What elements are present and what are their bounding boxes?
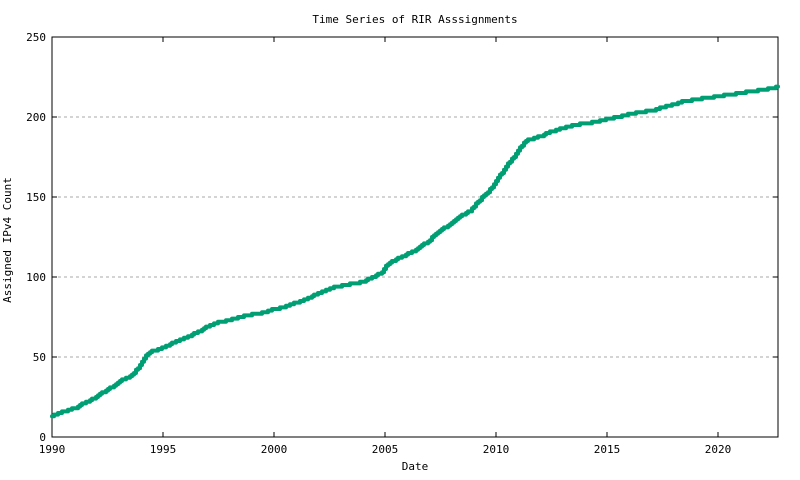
x-tick-label: 1995 bbox=[150, 443, 177, 456]
x-tick-label: 2005 bbox=[372, 443, 399, 456]
y-tick-label: 200 bbox=[26, 111, 46, 124]
y-tick-label: 0 bbox=[39, 431, 46, 444]
gridlines bbox=[52, 116, 778, 358]
x-tick-label: 2015 bbox=[594, 443, 621, 456]
x-tick-label: 2000 bbox=[261, 443, 288, 456]
series-line bbox=[50, 84, 780, 419]
x-tick-label: 2020 bbox=[705, 443, 732, 456]
tick-labels: 1990 1995 2000 2005 2010 2015 2020 0 50 100 150 200… bbox=[26, 31, 731, 456]
y-axis-label: Assigned IPv4 Count bbox=[1, 177, 14, 303]
x-axis-label: Date bbox=[402, 460, 429, 473]
x-tick-label: 1990 bbox=[39, 443, 66, 456]
x-tick-label: 2010 bbox=[483, 443, 510, 456]
y-tick-label: 100 bbox=[26, 271, 46, 284]
chart-title: Time Series of RIR Asssignments bbox=[312, 13, 517, 26]
y-tick-label: 50 bbox=[33, 351, 46, 364]
axis-ticks bbox=[51, 36, 778, 438]
y-tick-label: 150 bbox=[26, 191, 46, 204]
plot-border bbox=[51, 36, 779, 438]
y-tick-label: 250 bbox=[26, 31, 46, 44]
